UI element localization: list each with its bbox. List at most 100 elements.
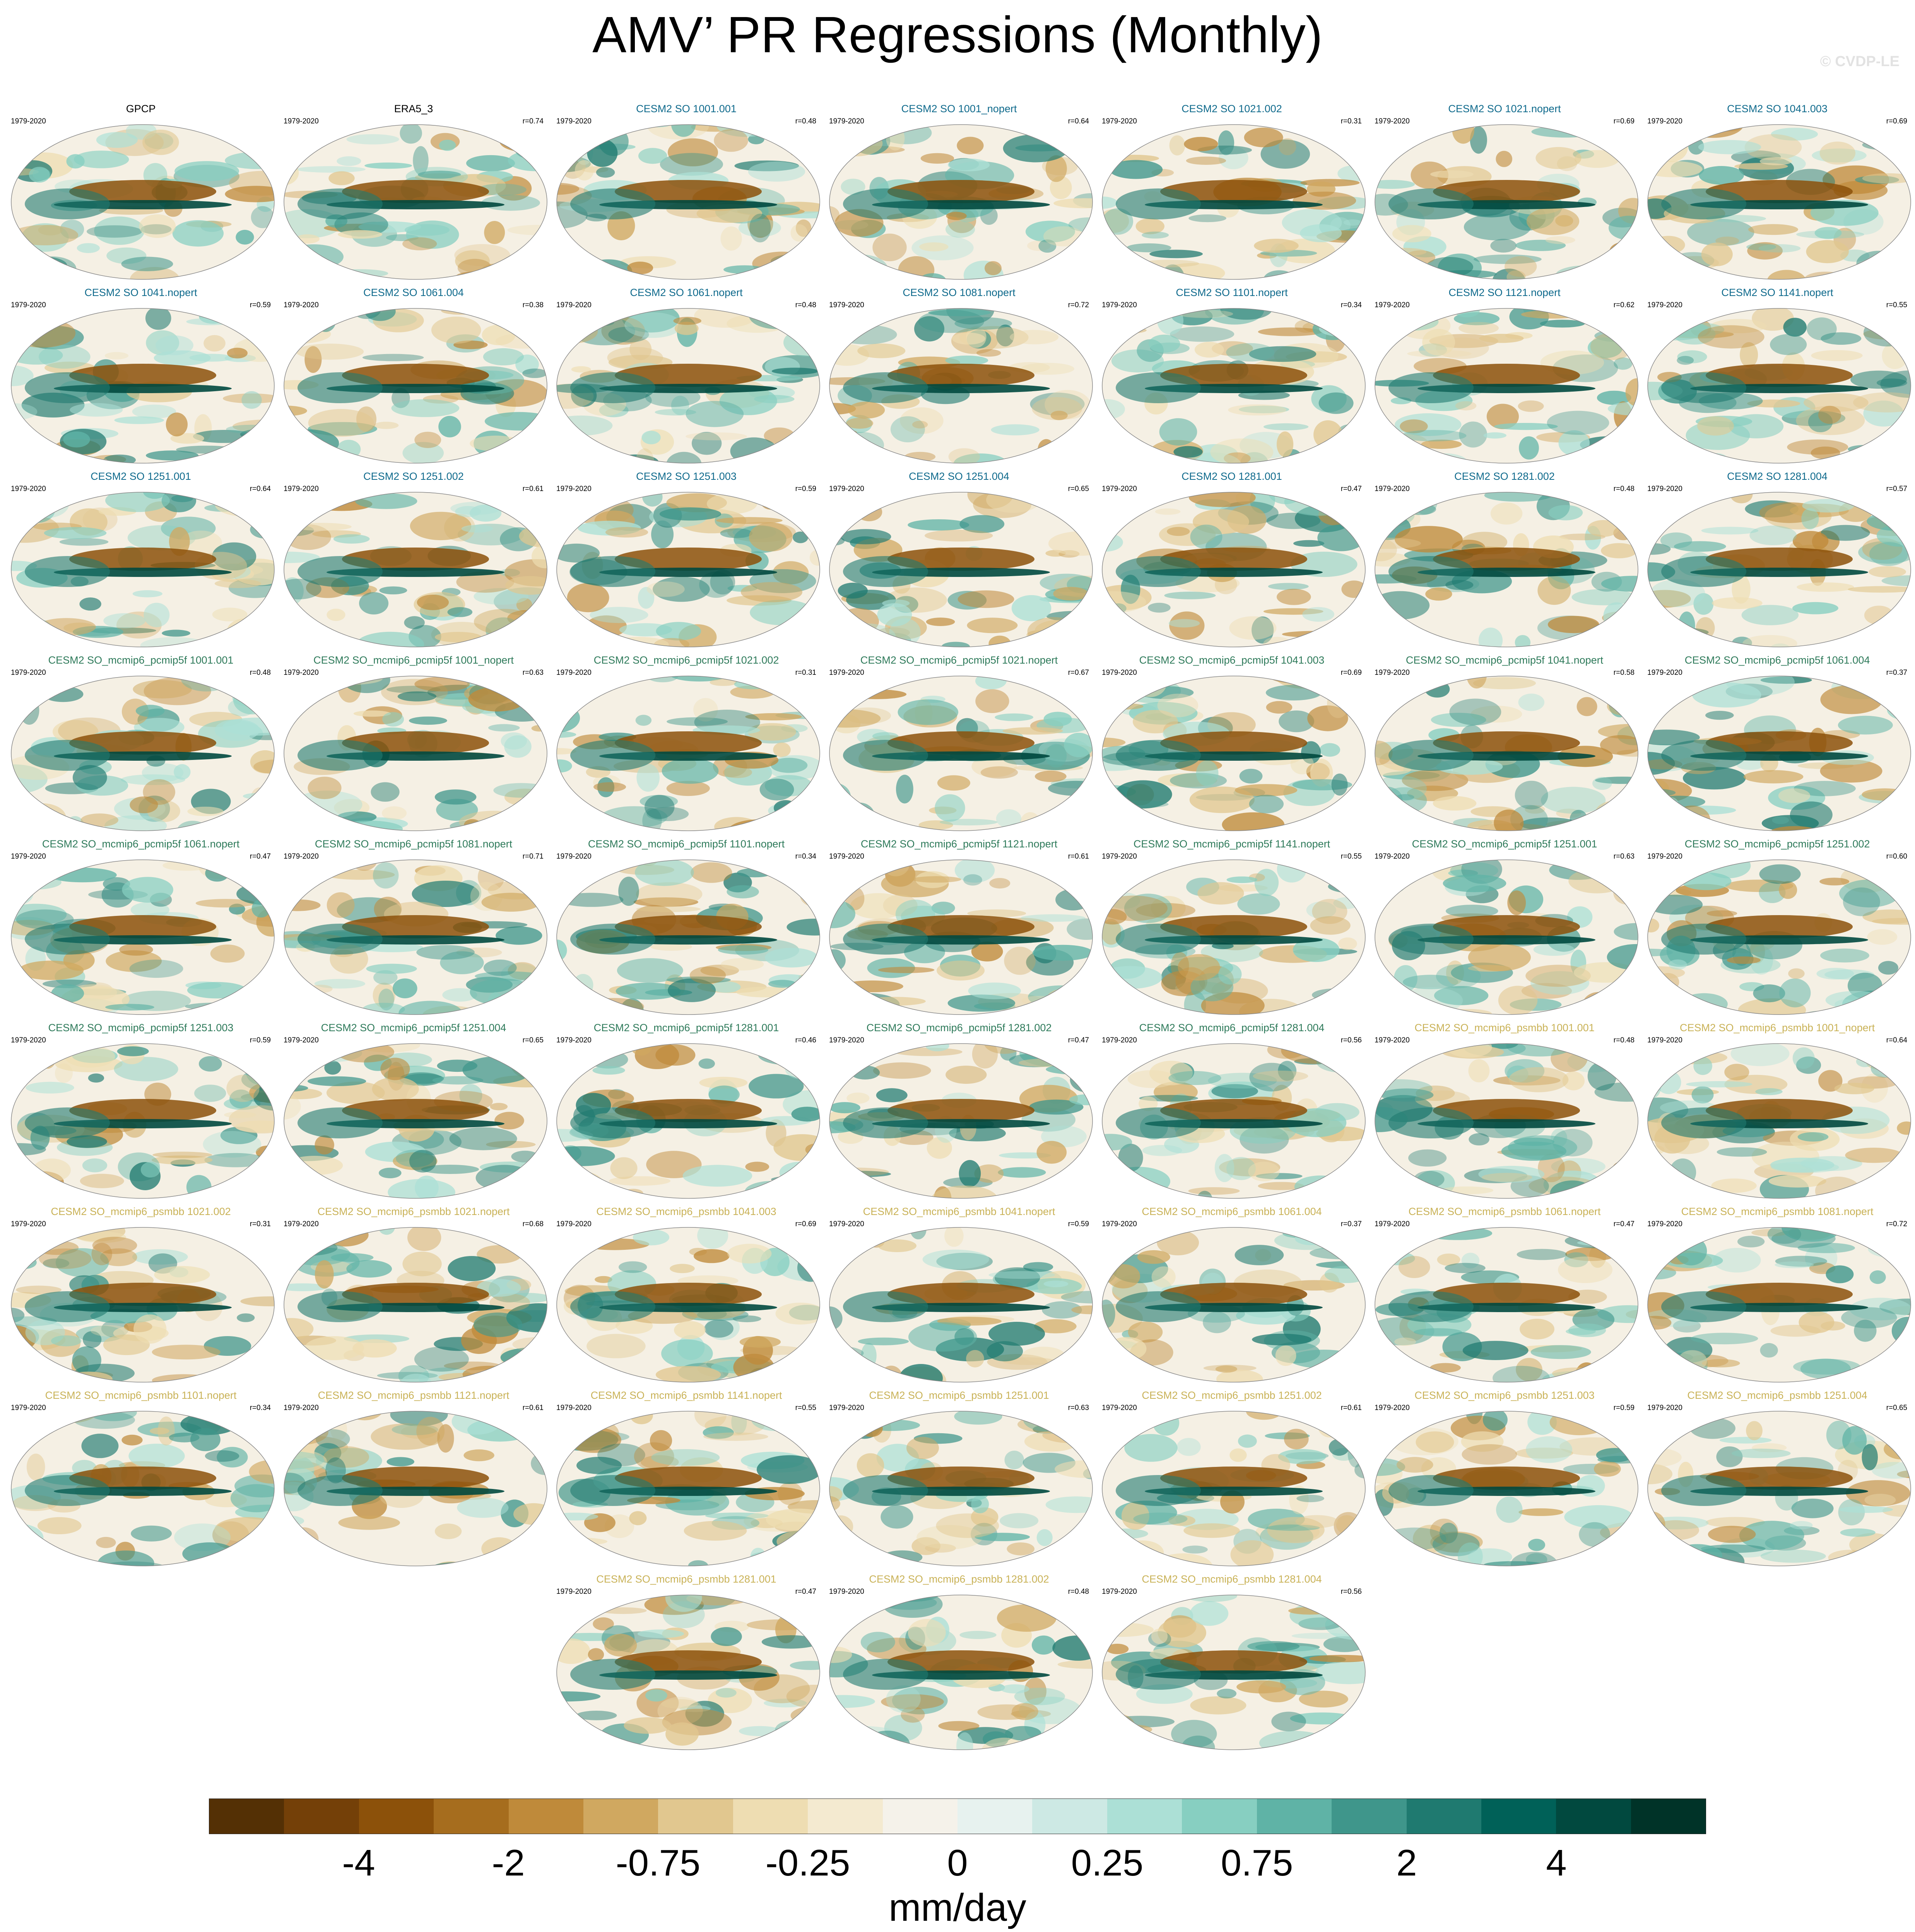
map-panel: CESM2 SO 1101.nopert 1979-2020 r=0.34 <box>1096 286 1367 468</box>
global-map <box>1102 308 1366 464</box>
map-panel: CESM2 SO 1061.004 1979-2020 r=0.38 <box>278 286 549 468</box>
panel-pattern-correlation: r=0.64 <box>1886 1036 1907 1044</box>
panel-title: CESM2 SO_mcmip6_pcmip5f 1081.nopert <box>315 838 513 850</box>
panel-title: CESM2 SO 1041.003 <box>1727 103 1828 115</box>
panel-title: CESM2 SO_mcmip6_pcmip5f 1251.004 <box>321 1022 506 1034</box>
panel-title: CESM2 SO 1251.002 <box>363 471 464 482</box>
map-panel: CESM2 SO_mcmip6_pcmip5f 1041.003 1979-202… <box>1096 654 1367 836</box>
map-panel: CESM2 SO 1141.nopert 1979-2020 r=0.55 <box>1642 286 1913 468</box>
panel-period: 1979-2020 <box>1102 485 1137 493</box>
panel-title: CESM2 SO 1021.nopert <box>1448 103 1561 115</box>
map-panel: CESM2 SO_mcmip6_psmbb 1251.003 1979-2020 r… <box>1369 1389 1640 1571</box>
colorbar-box <box>658 1799 733 1834</box>
global-map <box>556 1411 820 1566</box>
panel-pattern-correlation: r=0.56 <box>1340 1036 1362 1044</box>
map-panel: CESM2 SO_mcmip6_psmbb 1121.nopert 1979-20… <box>278 1389 549 1571</box>
panel-period: 1979-2020 <box>284 852 319 861</box>
map-panel: CESM2 SO_mcmip6_pcmip5f 1041.nopert 1979-… <box>1369 654 1640 836</box>
panel-title: CESM2 SO_mcmip6_psmbb 1101.nopert <box>45 1390 237 1401</box>
panel-pattern-correlation: r=0.61 <box>522 485 544 493</box>
map-panel: CESM2 SO_mcmip6_psmbb 1081.nopert 1979-20… <box>1642 1205 1913 1387</box>
global-map <box>829 859 1093 1015</box>
global-map <box>1102 1595 1366 1750</box>
panel-title: CESM2 SO_mcmip6_pcmip5f 1041.003 <box>1139 654 1325 666</box>
panel-title: CESM2 SO_mcmip6_psmbb 1281.004 <box>1142 1573 1322 1585</box>
global-map <box>11 308 275 464</box>
global-map <box>556 676 820 831</box>
panel-pattern-correlation: r=0.46 <box>795 1036 816 1044</box>
panel-pattern-correlation: r=0.48 <box>795 301 816 309</box>
panel-title: CESM2 SO_mcmip6_pcmip5f 1061.004 <box>1684 654 1870 666</box>
global-map <box>1375 859 1638 1015</box>
panel-period: 1979-2020 <box>11 301 46 309</box>
colorbar-tick-label: 0.25 <box>1071 1842 1144 1884</box>
panel-pattern-correlation: r=0.48 <box>250 669 271 677</box>
global-map <box>1102 1411 1366 1566</box>
global-map <box>1647 124 1911 280</box>
panel-period: 1979-2020 <box>556 117 592 125</box>
panel-title: CESM2 SO_mcmip6_pcmip5f 1251.003 <box>48 1022 234 1034</box>
panel-title: CESM2 SO 1251.003 <box>636 471 737 482</box>
map-panel: CESM2 SO_mcmip6_psmbb 1281.002 1979-2020 r… <box>824 1573 1094 1755</box>
map-panel: CESM2 SO 1251.001 1979-2020 r=0.64 <box>5 470 276 652</box>
panel-period: 1979-2020 <box>1647 1036 1682 1044</box>
panel-pattern-correlation: r=0.69 <box>1886 117 1907 125</box>
panel-title: CESM2 SO_mcmip6_psmbb 1251.001 <box>869 1390 1049 1401</box>
panel-period: 1979-2020 <box>1102 301 1137 309</box>
colorbar-box <box>1406 1799 1481 1834</box>
map-panel: CESM2 SO_mcmip6_psmbb 1251.002 1979-2020 r… <box>1096 1389 1367 1571</box>
panel-pattern-correlation: r=0.69 <box>1340 669 1362 677</box>
panel-period: 1979-2020 <box>1102 1036 1137 1044</box>
figure-title: AMV’ PR Regressions (Monthly) <box>592 6 1323 63</box>
map-panel: CESM2 SO_mcmip6_psmbb 1041.003 1979-2020 r… <box>551 1205 822 1387</box>
global-map <box>1375 1043 1638 1199</box>
global-map <box>1102 1043 1366 1199</box>
global-map <box>284 308 547 464</box>
watermark: © CVDP-LE <box>1820 53 1900 70</box>
map-panel: CESM2 SO_mcmip6_psmbb 1251.001 1979-2020 r… <box>824 1389 1094 1571</box>
panel-period: 1979-2020 <box>11 1404 46 1412</box>
panel-pattern-correlation: r=0.48 <box>1613 1036 1635 1044</box>
panel-period: 1979-2020 <box>1647 852 1682 861</box>
panel-pattern-correlation: r=0.57 <box>1886 485 1907 493</box>
panel-period: 1979-2020 <box>1375 669 1410 677</box>
panel-pattern-correlation: r=0.64 <box>250 485 271 493</box>
panel-title: CESM2 SO 1081.nopert <box>903 287 1016 298</box>
map-panel: CESM2 SO_mcmip6_psmbb 1061.nopert 1979-20… <box>1369 1205 1640 1387</box>
map-panel: CESM2 SO 1041.003 1979-2020 r=0.69 <box>1642 103 1913 284</box>
map-panel: CESM2 SO 1021.nopert 1979-2020 r=0.69 <box>1369 103 1640 284</box>
panel-pattern-correlation: r=0.63 <box>522 669 544 677</box>
panel-period: 1979-2020 <box>284 301 319 309</box>
colorbar-box <box>958 1799 1033 1834</box>
panel-period: 1979-2020 <box>829 669 864 677</box>
map-panel: CESM2 SO 1041.nopert 1979-2020 r=0.59 <box>5 286 276 468</box>
map-panel: CESM2 SO_mcmip6_pcmip5f 1251.002 1979-202… <box>1642 838 1913 1020</box>
panel-period: 1979-2020 <box>829 1588 864 1596</box>
panel-period: 1979-2020 <box>1647 117 1682 125</box>
panel-pattern-correlation: r=0.48 <box>1613 485 1635 493</box>
panel-title: CESM2 SO_mcmip6_pcmip5f 1281.001 <box>593 1022 779 1034</box>
panel-title: CESM2 SO_mcmip6_psmbb 1251.003 <box>1414 1390 1595 1401</box>
panel-period: 1979-2020 <box>556 1404 592 1412</box>
map-panel: CESM2 SO 1281.001 1979-2020 r=0.47 <box>1096 470 1367 652</box>
panel-pattern-correlation: r=0.72 <box>1068 301 1089 309</box>
panel-period: 1979-2020 <box>1375 1220 1410 1228</box>
global-map <box>284 676 547 831</box>
map-panel: CESM2 SO_mcmip6_pcmip5f 1281.002 1979-202… <box>824 1022 1094 1203</box>
panel-period: 1979-2020 <box>284 1404 319 1412</box>
panel-title: CESM2 SO_mcmip6_pcmip5f 1251.001 <box>1412 838 1597 850</box>
panel-period: 1979-2020 <box>556 1036 592 1044</box>
map-panel: CESM2 SO_mcmip6_pcmip5f 1121.nopert 1979-… <box>824 838 1094 1020</box>
panel-period: 1979-2020 <box>284 1036 319 1044</box>
panel-pattern-correlation: r=0.56 <box>1340 1588 1362 1596</box>
panel-period: 1979-2020 <box>1375 1036 1410 1044</box>
panel-period: 1979-2020 <box>284 117 319 125</box>
map-panel: CESM2 SO_mcmip6_psmbb 1281.004 1979-2020 r… <box>1096 1573 1367 1755</box>
global-map <box>1375 676 1638 831</box>
map-panel: CESM2 SO_mcmip6_psmbb 1141.nopert 1979-20… <box>551 1389 822 1571</box>
global-map <box>1647 859 1911 1015</box>
map-panel: CESM2 SO_mcmip6_pcmip5f 1061.004 1979-202… <box>1642 654 1913 836</box>
map-panel: CESM2 SO_mcmip6_psmbb 1251.004 1979-2020 r… <box>1642 1389 1913 1571</box>
panel-title: CESM2 SO_mcmip6_psmbb 1021.002 <box>51 1206 231 1217</box>
global-map <box>829 124 1093 280</box>
